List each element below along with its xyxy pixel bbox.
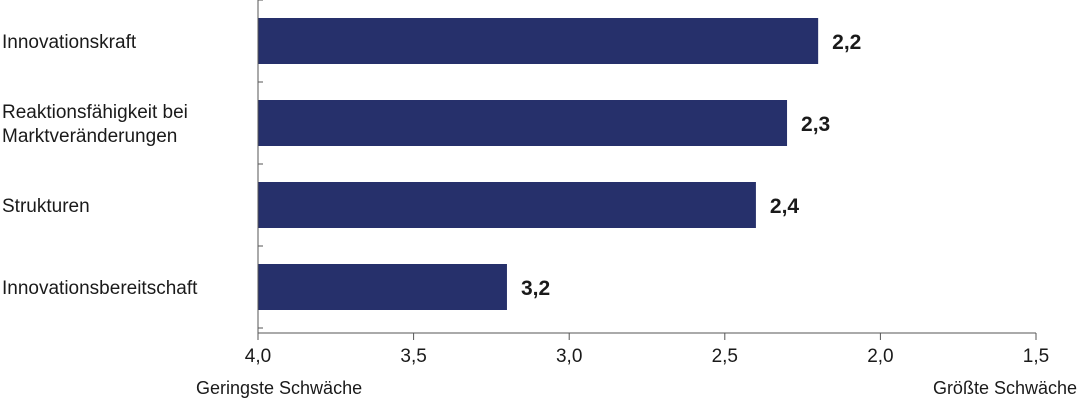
bars-group: [258, 18, 819, 310]
value-labels: 2,2 2,3 2,4 3,2: [521, 31, 861, 300]
tick-labels: 4,0 3,5 3,0 2,5 2,0 1,5: [245, 346, 1049, 367]
x-tick-label-2: 3,0: [556, 346, 582, 367]
x-tick-label-3: 2,5: [712, 346, 738, 367]
bar-2: [258, 100, 788, 146]
category-label-4: Innovationsbereitschaft: [2, 278, 198, 299]
x-axis-left-end-label: Geringste Schwäche: [196, 378, 362, 398]
x-axis-right-end-label: Größte Schwäche: [933, 378, 1077, 398]
x-tick-label-0: 4,0: [245, 346, 271, 367]
x-tick-label-4: 2,0: [867, 346, 893, 367]
value-label-2: 2,3: [801, 113, 830, 136]
x-tick-label-5: 1,5: [1023, 346, 1049, 367]
value-label-4: 3,2: [521, 277, 550, 300]
bar-1: [258, 18, 819, 64]
x-tick-label-1: 3,5: [400, 346, 426, 367]
bar-4: [258, 264, 507, 310]
category-label-2: Reaktionsfähigkeit bei Marktveränderungen: [2, 102, 188, 147]
value-label-3: 2,4: [770, 195, 800, 218]
value-label-1: 2,2: [832, 31, 861, 54]
bar-3: [258, 182, 756, 228]
category-label-3: Strukturen: [2, 196, 90, 217]
category-labels: Innovationskraft Reaktionsfähigkeit bei Ma…: [2, 32, 198, 299]
category-label-1: Innovationskraft: [2, 32, 137, 53]
axes-group: [257, 0, 1037, 340]
